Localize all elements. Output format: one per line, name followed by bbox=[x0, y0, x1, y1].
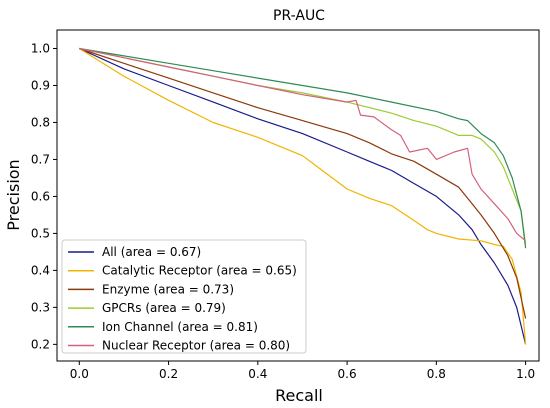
y-axis-label: Precision bbox=[4, 159, 23, 230]
series-line-5 bbox=[79, 47, 527, 249]
legend-entry-label: Catalytic Receptor (area = 0.65) bbox=[102, 264, 297, 278]
y-tick-label: 0.7 bbox=[31, 152, 50, 166]
y-tick-label: 1.0 bbox=[31, 41, 50, 55]
y-tick-label: 0.6 bbox=[31, 189, 50, 203]
legend-entry-label: Nuclear Receptor (area = 0.80) bbox=[102, 339, 290, 353]
x-tick-label: 0.2 bbox=[159, 367, 178, 381]
x-tick-label: 0.0 bbox=[70, 367, 89, 381]
x-tick-label: 0.8 bbox=[427, 367, 446, 381]
legend-box bbox=[61, 239, 307, 354]
x-tick-label: 0.4 bbox=[248, 367, 267, 381]
chart-title: PR-AUC bbox=[273, 8, 325, 24]
legend-entry-label: Enzyme (area = 0.73) bbox=[102, 282, 234, 296]
x-tick-label: 0.6 bbox=[338, 367, 357, 381]
y-tick-label: 0.3 bbox=[31, 300, 50, 314]
legend-entry-label: All (area = 0.67) bbox=[102, 245, 201, 259]
x-axis: 0.0 0.2 0.4 0.6 0.8 1.0 bbox=[70, 361, 535, 381]
y-axis: 0.2 0.3 0.4 0.5 0.6 0.7 0.8 0.9 1.0 bbox=[31, 41, 57, 351]
y-tick-label: 0.8 bbox=[31, 115, 50, 129]
series-line-1 bbox=[79, 47, 527, 345]
series-line-6 bbox=[79, 47, 526, 242]
y-tick-label: 0.4 bbox=[31, 263, 50, 277]
x-axis-label: Recall bbox=[275, 386, 323, 405]
plot-frame bbox=[56, 29, 540, 362]
series-line-3 bbox=[79, 47, 527, 319]
y-tick-label: 0.2 bbox=[31, 337, 50, 351]
x-tick-label: 1.0 bbox=[516, 367, 535, 381]
legend-entry-label: Ion Channel (area = 0.81) bbox=[102, 320, 258, 334]
y-tick-label: 0.5 bbox=[31, 226, 50, 240]
y-tick-label: 0.9 bbox=[31, 78, 50, 92]
legend-entry-label: GPCRs (area = 0.79) bbox=[102, 301, 226, 315]
legend: All (area = 0.67) Catalytic Receptor (are… bbox=[61, 239, 307, 354]
series-layer bbox=[78, 47, 527, 345]
